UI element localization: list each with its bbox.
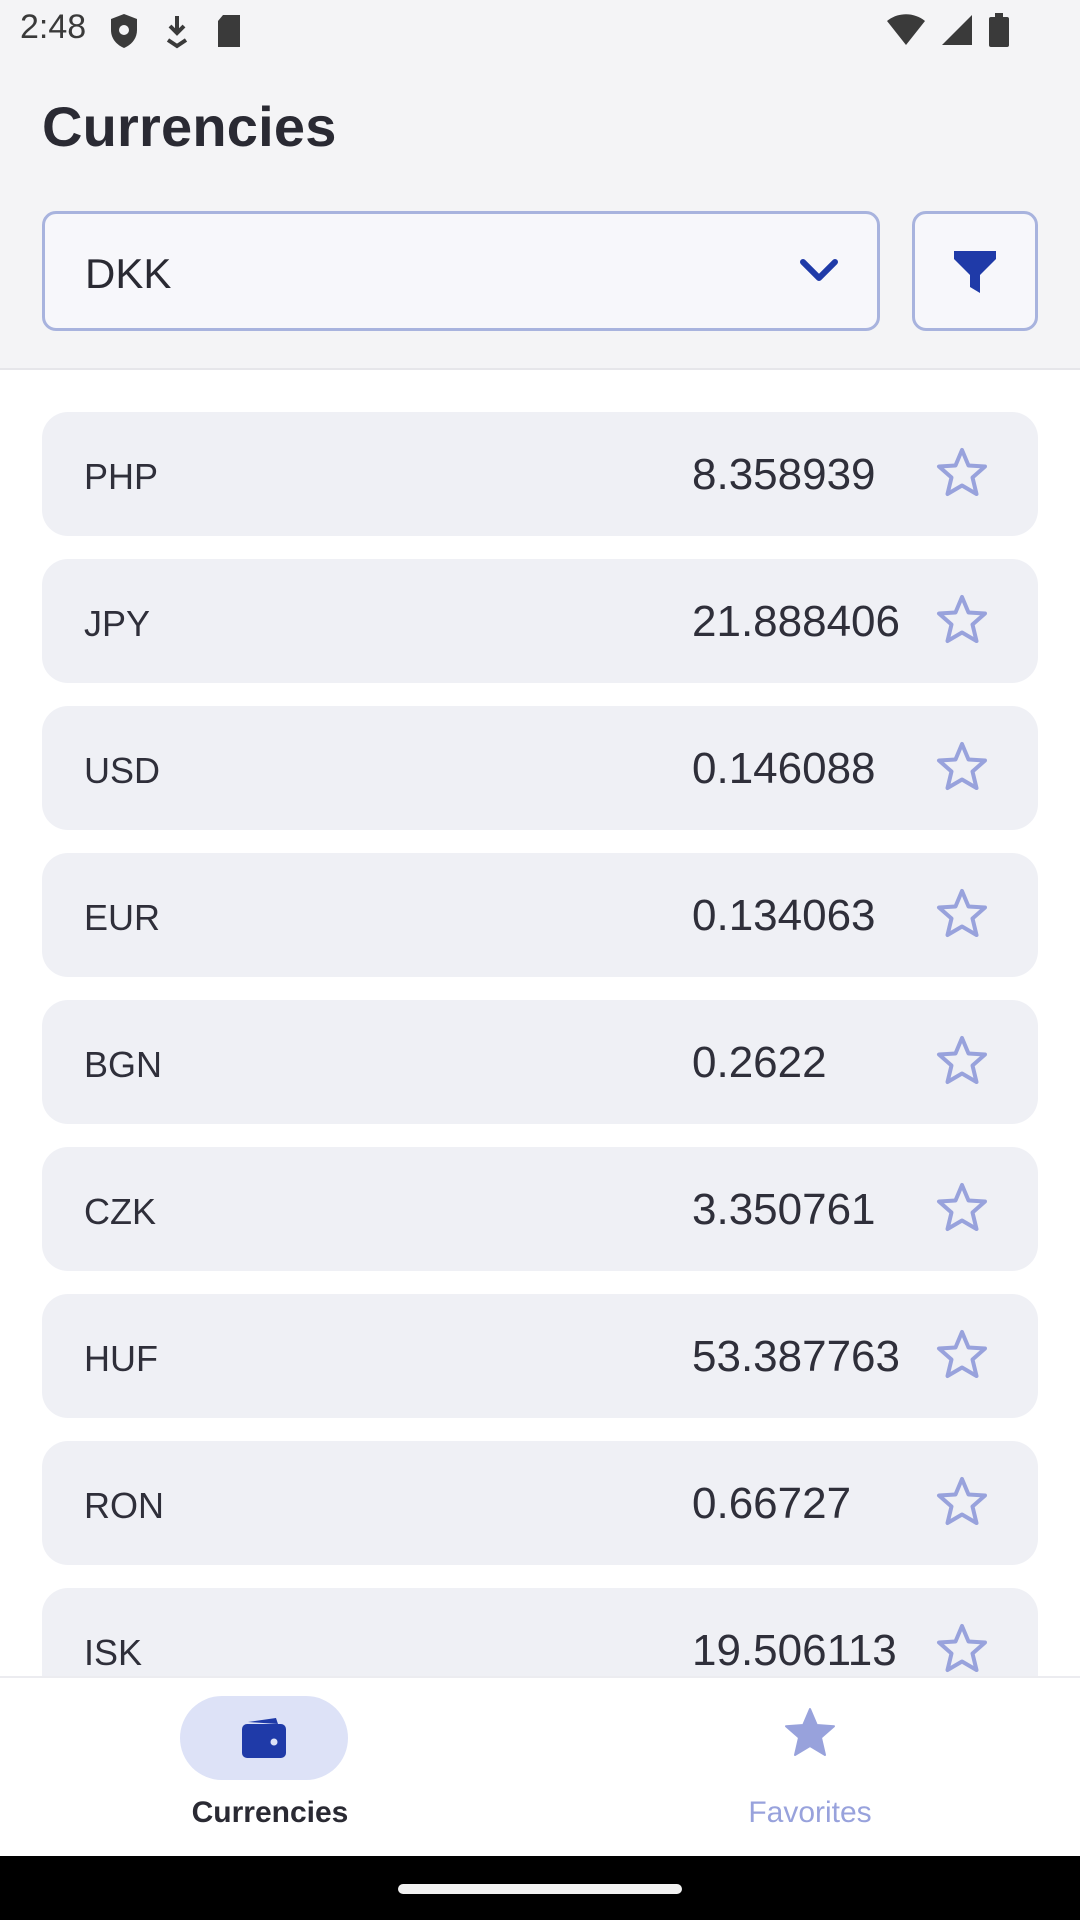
wifi-icon [887,14,925,45]
star-outline-icon[interactable] [934,1034,990,1088]
chevron-down-icon [800,259,838,281]
currency-row[interactable]: PHP 8.358939 [42,412,1038,536]
sd-card-icon [218,15,240,47]
home-gesture-handle[interactable] [398,1884,682,1894]
signal-icon [942,15,972,45]
currency-row[interactable]: JPY 21.888406 [42,559,1038,683]
star-outline-icon[interactable] [934,1475,990,1529]
page-title: Currencies [42,95,337,158]
currency-code: HUF [84,1338,158,1379]
currency-code: RON [84,1485,164,1526]
star-outline-icon[interactable] [934,593,990,647]
nav-item-currencies[interactable]: Currencies [0,1678,540,1858]
currency-row[interactable]: EUR 0.134063 [42,853,1038,977]
status-icons-left [108,12,244,50]
currency-code: PHP [84,456,159,497]
header: Currencies DKK [0,64,1080,370]
bottom-navigation: Currencies Favorites [0,1676,1080,1858]
star-outline-icon[interactable] [934,740,990,794]
status-bar: 2:48 [0,0,1080,64]
currency-rate: 0.2622 [692,1038,827,1087]
base-currency-value: DKK [85,250,172,297]
star-outline-icon[interactable] [934,1181,990,1235]
system-gesture-bar [0,1856,1080,1920]
currency-row[interactable]: ISK 19.506113 [42,1588,1038,1676]
filter-button[interactable] [912,211,1038,331]
currency-code: ISK [84,1632,143,1673]
download-icon [166,16,188,49]
currency-row[interactable]: USD 0.146088 [42,706,1038,830]
currency-rate: 19.506113 [692,1626,897,1675]
currency-rate: 3.350761 [692,1185,876,1234]
star-outline-icon[interactable] [934,1328,990,1382]
battery-icon [989,13,1009,47]
status-time: 2:48 [20,8,87,46]
nav-item-favorites[interactable]: Favorites [540,1678,1080,1858]
star-icon [785,1708,835,1756]
currency-code: EUR [84,897,161,938]
currency-rate: 0.134063 [692,891,876,940]
currency-rate: 21.888406 [692,597,900,646]
currency-code: JPY [84,603,151,644]
star-outline-icon[interactable] [934,1622,990,1676]
status-icons-right [886,12,1010,48]
currency-row[interactable]: HUF 53.387763 [42,1294,1038,1418]
shield-icon [111,14,137,48]
currency-row[interactable]: CZK 3.350761 [42,1147,1038,1271]
currency-rate: 53.387763 [692,1332,900,1381]
currency-code: CZK [84,1191,156,1232]
filter-icon [954,251,996,293]
star-outline-icon[interactable] [934,446,990,500]
currency-rate: 0.66727 [692,1479,852,1528]
currency-code: USD [84,750,161,791]
nav-active-indicator [180,1696,348,1780]
currency-row[interactable]: RON 0.66727 [42,1441,1038,1565]
currency-list[interactable]: PHP 8.358939 JPY 21.888406 USD 0.146088 … [0,370,1080,1676]
nav-label-currencies: Currencies [191,1796,349,1829]
currency-rate: 8.358939 [692,450,876,499]
star-outline-icon[interactable] [934,887,990,941]
currency-rate: 0.146088 [692,744,876,793]
base-currency-dropdown[interactable]: DKK [42,211,880,331]
wallet-icon [242,1718,286,1758]
currency-code: BGN [84,1044,163,1085]
nav-label-favorites: Favorites [748,1796,872,1829]
currency-row[interactable]: BGN 0.2622 [42,1000,1038,1124]
